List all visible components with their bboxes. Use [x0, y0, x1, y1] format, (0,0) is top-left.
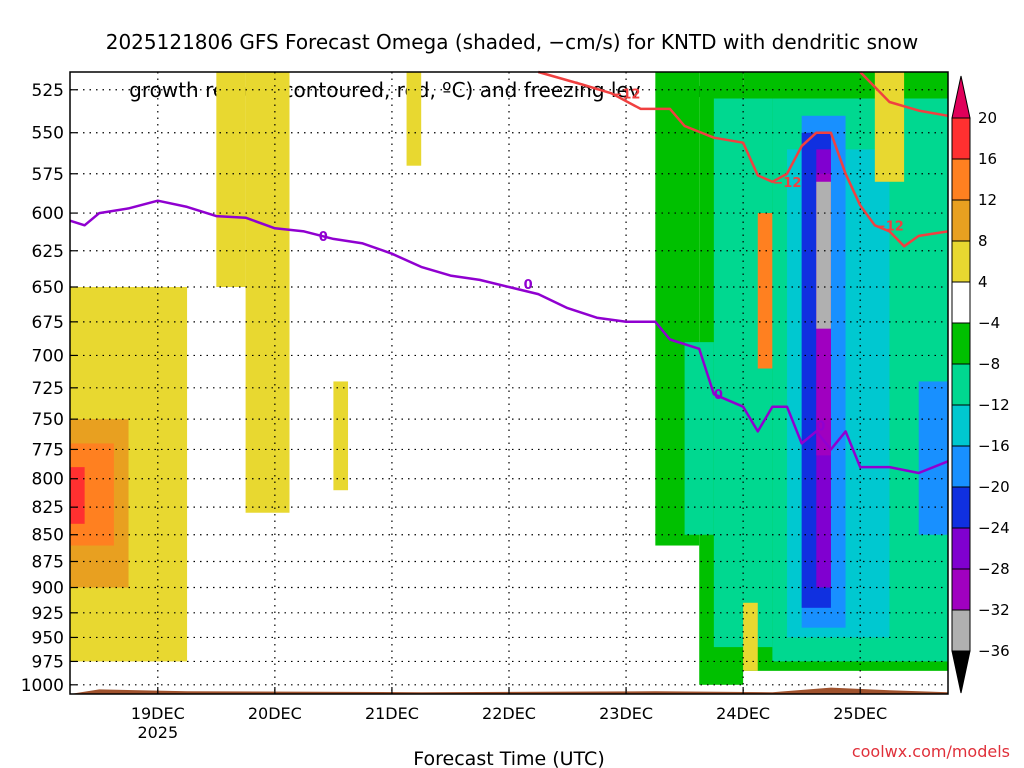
colorbar-swatch-8: [951, 404, 971, 447]
y-tick-label-525: 525: [32, 81, 64, 101]
colorbar-swatch-2: [951, 158, 971, 201]
colorbar-swatch-7: [951, 363, 971, 406]
colorbar-label-7: −12: [978, 396, 1010, 414]
y-tick-label-650: 650: [32, 278, 64, 298]
colorbar-label-12: −32: [978, 601, 1010, 619]
colorbar-bottom-triangle: [951, 650, 971, 694]
x-tick-label-20DEC: 20DEC: [248, 704, 302, 723]
y-tick-label-900: 900: [32, 579, 64, 599]
colorbar-swatch-11: [951, 527, 971, 570]
y-tick-label-725: 725: [32, 379, 64, 399]
colorbar-swatch-3: [951, 199, 971, 242]
omega-cell-6: [216, 72, 246, 287]
x-tick-label-24DEC: 24DEC: [716, 704, 770, 723]
y-tick-label-750: 750: [32, 410, 64, 430]
contour-label-0-2: −12: [875, 219, 904, 234]
colorbar: 20 16 12 8 4 −4 −8 −12 −16 −20 −24 −28 −32 −36: [951, 75, 1010, 694]
contour-line-1: [859, 71, 949, 118]
omega-cell-5: [99, 72, 129, 150]
contour-label-2-0: 0: [319, 230, 328, 245]
y-tick-label-675: 675: [32, 313, 64, 333]
chart-title-line-1: 2025121806 GFS Forecast Omega (shaded, −…: [105, 30, 919, 54]
y-tick-label-950: 950: [32, 628, 64, 648]
omega-cell-3: [70, 467, 85, 524]
omega-cell-9: [406, 72, 422, 166]
colorbar-swatch-12: [951, 568, 971, 611]
y-tick-label-700: 700: [32, 346, 64, 366]
omega-cell-4: [70, 72, 100, 214]
colorbar-label-3: 8: [978, 232, 988, 250]
y-tick-label-775: 775: [32, 440, 64, 460]
omega-cell-7: [245, 72, 290, 513]
omega-cell-26: [918, 381, 948, 535]
site-credit: coolwx.com/models: [851, 742, 1010, 761]
contour-label-2-1: 0: [524, 278, 533, 293]
terrain-fill: [70, 687, 948, 694]
colorbar-label-4: 4: [978, 273, 988, 291]
colorbar-label-8: −16: [978, 437, 1010, 455]
pressure-axis: 525 550 575 600 625 650 675 700 725 750 775 800 825 8…: [21, 81, 77, 696]
colorbar-label-9: −20: [978, 478, 1010, 496]
contour-line-2: [69, 199, 949, 475]
x-axis-label: Forecast Time (UTC): [413, 748, 604, 768]
y-tick-label-550: 550: [32, 124, 64, 144]
colorbar-swatch-4: [951, 240, 971, 283]
colorbar-swatch-5: [951, 281, 971, 324]
contour-line-0: [537, 70, 949, 248]
x-tick-label-21DEC: 21DEC: [365, 704, 419, 723]
y-tick-label-975: 975: [32, 652, 64, 672]
colorbar-label-5: −4: [978, 314, 1000, 332]
colorbar-label-13: −36: [978, 642, 1010, 660]
y-tick-label-800: 800: [32, 470, 64, 490]
contour-label-0-1: −12: [772, 176, 801, 191]
colorbar-swatch-9: [951, 445, 971, 488]
colorbar-label-1: 16: [978, 150, 997, 168]
omega-cell-25: [874, 72, 905, 182]
colorbar-swatch-10: [951, 486, 971, 529]
y-tick-label-625: 625: [32, 242, 64, 262]
x-tick-label-19DEC: 19DEC: [131, 704, 185, 723]
y-tick-label-875: 875: [32, 552, 64, 572]
colorbar-label-10: −24: [978, 519, 1010, 537]
contour-label-2-2: 0: [714, 388, 723, 403]
contour-layer: −12 −12 −12 0 0 0 0: [69, 70, 949, 475]
y-tick-label-575: 575: [32, 165, 64, 185]
colorbar-swatch-13: [951, 609, 971, 652]
terrain-layer: [70, 687, 948, 694]
y-tick-label-825: 825: [32, 498, 64, 518]
colorbar-label-6: −8: [978, 355, 1000, 373]
omega-cell-16: [743, 602, 758, 671]
colorbar-swatch-6: [951, 322, 971, 365]
colorbar-label-0: 20: [978, 109, 997, 127]
y-tick-label-600: 600: [32, 204, 64, 224]
y-tick-label-925: 925: [32, 604, 64, 624]
y-tick-label-850: 850: [32, 526, 64, 546]
x-tick-label-25DEC: 25DEC: [833, 704, 887, 723]
colorbar-top-triangle: [951, 75, 971, 119]
omega-cell-15: [713, 98, 773, 648]
omega-cell-17: [757, 213, 773, 369]
contour-label-0-0: −12: [611, 87, 640, 102]
omega-cell-24: [816, 181, 831, 329]
omega-cell-8: [333, 381, 349, 491]
omega-cell-14: [684, 342, 714, 535]
colorbar-label-2: 12: [978, 191, 997, 209]
x-tick-sublabel-19DEC: 2025: [137, 723, 178, 742]
y-tick-label-1000: 1000: [21, 676, 64, 696]
contour-label-2-3: 0: [816, 419, 825, 434]
colorbar-swatch-1: [951, 117, 971, 160]
colorbar-label-11: −28: [978, 560, 1010, 578]
x-tick-label-22DEC: 22DEC: [482, 704, 536, 723]
x-tick-label-23DEC: 23DEC: [599, 704, 653, 723]
omega-shading-layer: [70, 72, 948, 685]
